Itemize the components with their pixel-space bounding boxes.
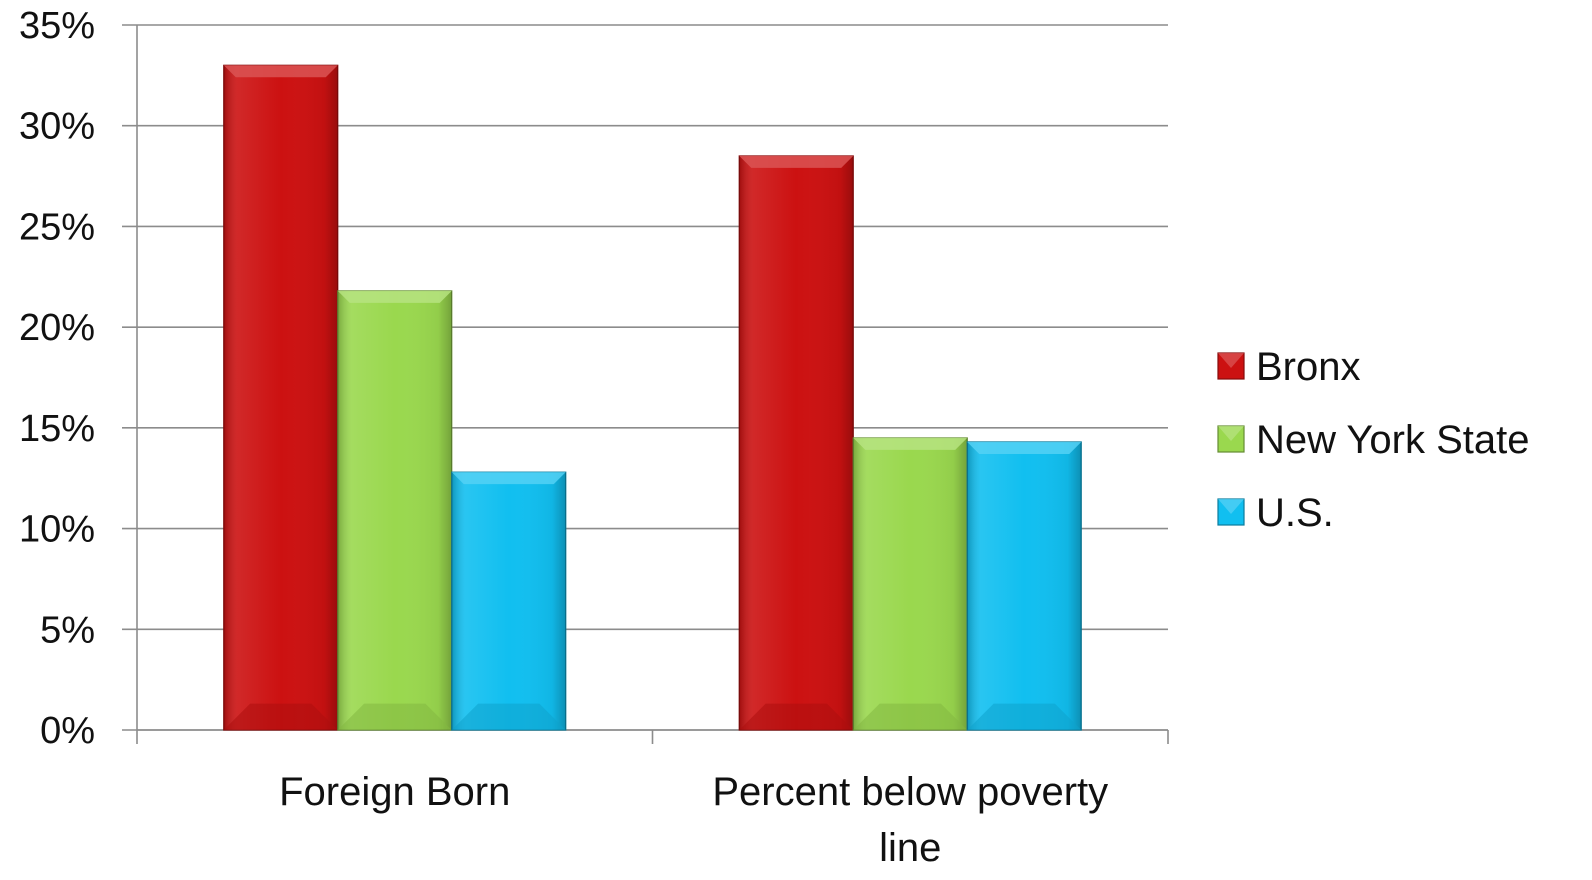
y-tick-label: 20% [19,307,95,349]
x-axis-category-labels: Foreign Born Percent below poverty line [279,770,1108,870]
bar-bronx-1 [223,64,339,731]
legend-label: U.S. [1256,491,1334,535]
legend-label: Bronx [1256,345,1361,389]
legend: Bronx New York State U.S. [1217,345,1530,535]
y-tick-label: 30% [19,106,95,148]
bar-bronx-2 [738,155,854,731]
bar-u-s--2 [966,441,1082,731]
bars [223,64,1082,731]
legend-item-u-s-: U.S. [1217,491,1334,535]
y-tick-label: 0% [40,710,95,752]
y-tick-label: 10% [19,509,95,551]
y-tick-label: 15% [19,408,95,450]
y-tick-label: 5% [40,609,95,651]
bar-u-s--1 [451,471,567,731]
y-tick-label: 25% [19,206,95,248]
x-category-label: Foreign Born [279,770,510,814]
x-category-label: Percent below poverty line [712,770,1108,870]
legend-item-new-york-state: New York State [1217,418,1530,462]
y-axis-tick-labels: 0% 5% 10% 15% 20% 25% 30% 35% [19,5,95,752]
legend-item-bronx: Bronx [1217,345,1361,389]
y-tick-label: 35% [19,5,95,47]
legend-label: New York State [1256,418,1530,462]
bar-new-york-state-1 [337,290,453,731]
bar-new-york-state-2 [852,437,968,731]
